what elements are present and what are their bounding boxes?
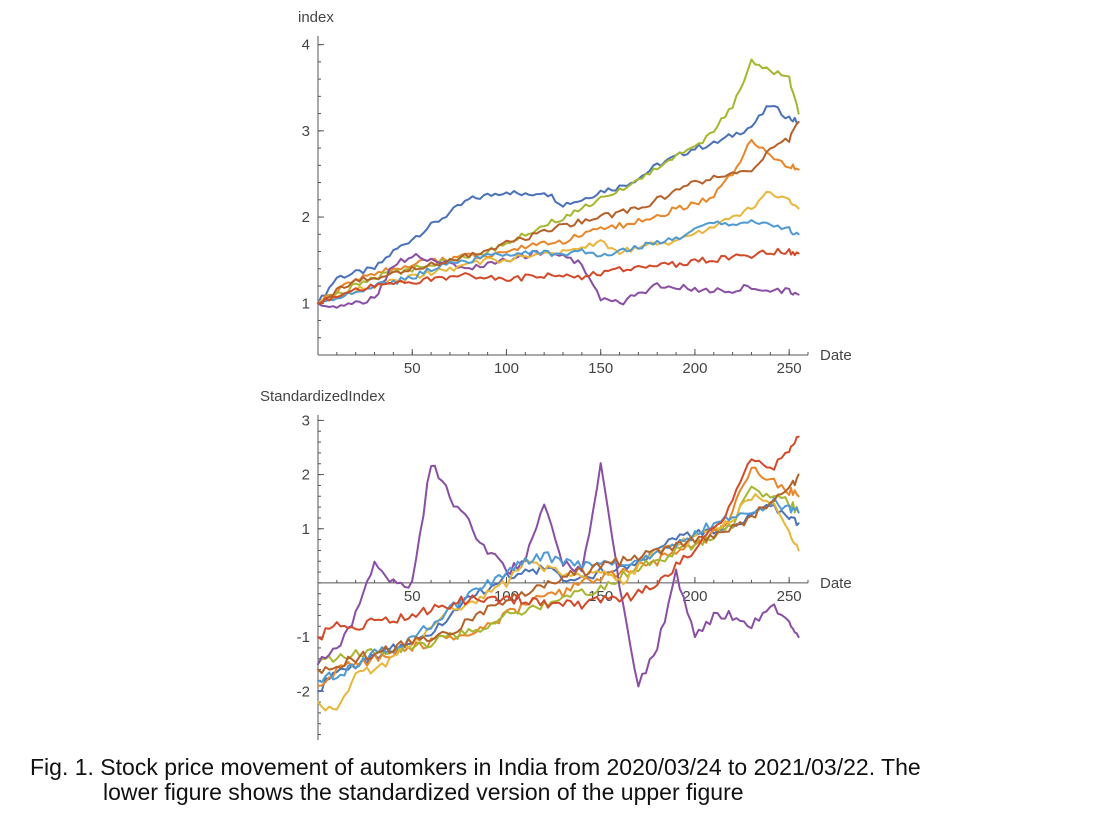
- y-tick-label: 1: [302, 295, 310, 312]
- series-line-8: [317, 435, 800, 641]
- x-tick-label: 100: [494, 360, 519, 377]
- series-line-5: [317, 190, 800, 305]
- y-tick-label: 1: [302, 521, 310, 538]
- caption-line-1: Fig. 1. Stock price movement of automker…: [30, 754, 921, 780]
- figure-caption: Fig. 1. Stock price movement of automker…: [30, 755, 1110, 805]
- y-tick-label: -1: [297, 629, 310, 646]
- x-tick-label: 50: [404, 360, 421, 377]
- x-axis-title: Date: [820, 575, 852, 592]
- x-tick-label: 200: [682, 588, 707, 605]
- y-tick-label: 3: [302, 412, 310, 429]
- x-tick-label: 50: [404, 588, 421, 605]
- y-tick-label: 2: [302, 209, 310, 226]
- series-line-3: [317, 58, 800, 305]
- y-axis-title: StandardizedIndex: [260, 388, 386, 405]
- series-line-7: [317, 121, 800, 305]
- x-tick-label: 250: [777, 360, 802, 377]
- y-axis-title: index: [298, 9, 334, 26]
- x-axis-title: Date: [820, 347, 852, 364]
- series-line-8: [317, 247, 800, 305]
- series-line-7: [317, 473, 800, 674]
- y-tick-label: 3: [302, 123, 310, 140]
- x-tick-label: 150: [588, 588, 613, 605]
- x-tick-label: 200: [682, 360, 707, 377]
- series-line-2: [317, 138, 800, 305]
- series-line-4: [317, 462, 800, 688]
- chart-panel-1: 1 2 3 4 50 100 150 200 250 index Date: [298, 9, 852, 377]
- x-tick-label: 150: [588, 360, 613, 377]
- series-line-6: [317, 497, 800, 684]
- y-tick-label: 4: [302, 37, 310, 54]
- series-line-6: [317, 219, 800, 305]
- y-tick-label: -2: [297, 683, 310, 700]
- x-tick-label: 250: [777, 588, 802, 605]
- series-line-1: [317, 503, 800, 693]
- y-tick-label: 2: [302, 467, 310, 484]
- series-line-1: [317, 105, 800, 305]
- caption-line-2: lower figure shows the standardized vers…: [103, 779, 744, 805]
